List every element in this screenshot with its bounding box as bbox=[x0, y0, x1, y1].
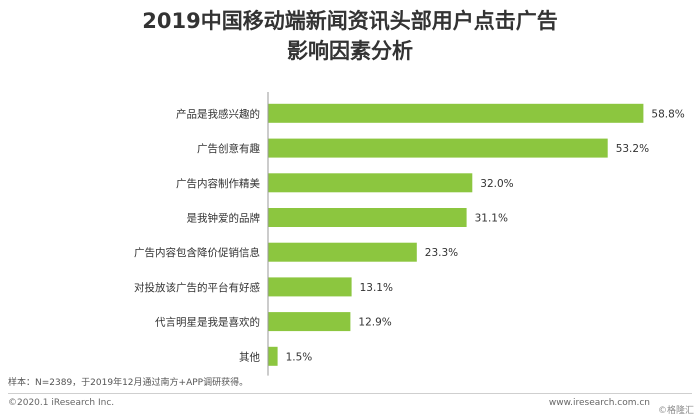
value-label: 32.0% bbox=[480, 178, 513, 190]
bar bbox=[268, 277, 352, 297]
chart-title-line-1: 2019中国移动端新闻资讯头部用户点击广告 bbox=[142, 9, 558, 33]
bar bbox=[268, 208, 467, 227]
category-label: 产品是我感兴趣的 bbox=[176, 107, 260, 120]
bar bbox=[268, 173, 473, 193]
chart-title-line-2: 影响因素分析 bbox=[287, 39, 413, 63]
value-label: 23.3% bbox=[425, 247, 458, 259]
bar bbox=[268, 103, 644, 123]
bar bbox=[268, 242, 417, 262]
value-label: 1.5% bbox=[286, 351, 313, 363]
website-link[interactable]: www.iresearch.com.cn bbox=[548, 398, 650, 408]
bar bbox=[268, 138, 608, 158]
category-label: 广告创意有趣 bbox=[197, 142, 260, 155]
value-label: 58.8% bbox=[651, 108, 684, 120]
value-label: 53.2% bbox=[616, 143, 649, 155]
value-label: 31.1% bbox=[475, 213, 508, 225]
value-label: 12.9% bbox=[358, 317, 391, 329]
watermark-text: ©格隆汇 bbox=[657, 406, 694, 416]
footer-divider bbox=[8, 393, 692, 394]
value-label: 13.1% bbox=[360, 282, 393, 294]
category-label: 代言明星是我是喜欢的 bbox=[155, 316, 260, 329]
category-label: 是我钟爱的品牌 bbox=[187, 212, 261, 225]
category-label: 其他 bbox=[239, 350, 260, 363]
bar bbox=[268, 312, 351, 332]
chart-title: 2019中国移动端新闻资讯头部用户点击广告 影响因素分析 bbox=[0, 6, 700, 66]
category-label: 广告内容制作精美 bbox=[176, 177, 260, 190]
category-label: 广告内容包含降价促销信息 bbox=[134, 246, 260, 259]
category-label: 对投放该广告的平台有好感 bbox=[134, 281, 260, 294]
sample-note: 样本：N=2389，于2019年12月通过南方+APP调研获得。 bbox=[8, 378, 249, 388]
copyright-text: ©2020.1 iResearch Inc. bbox=[8, 398, 115, 408]
bar bbox=[268, 346, 278, 366]
